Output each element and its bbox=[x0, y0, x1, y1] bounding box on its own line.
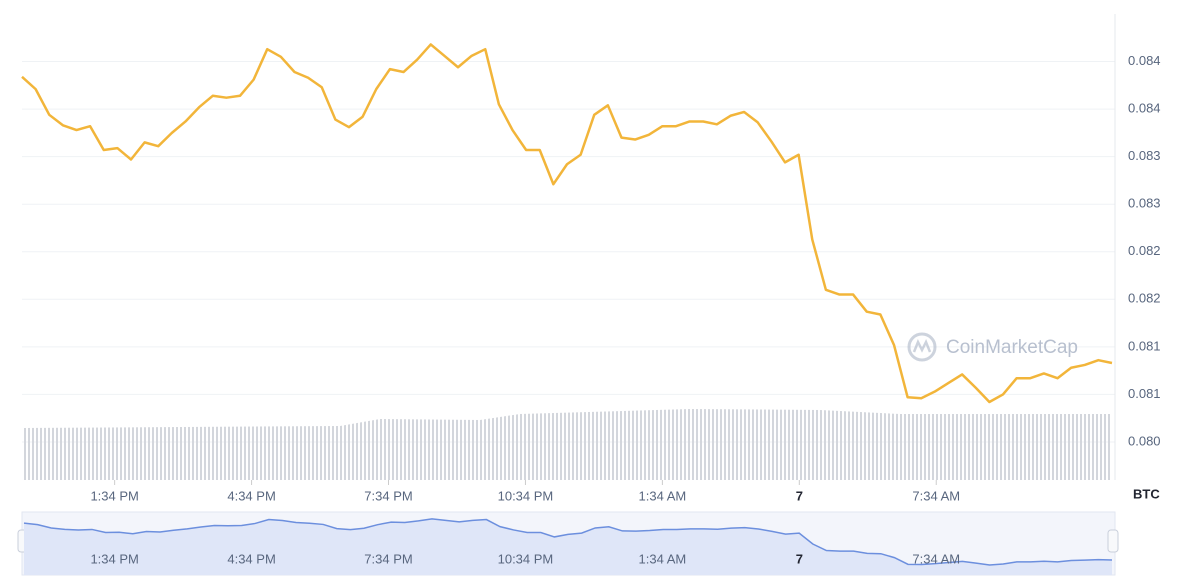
navigator-tick-label: 4:34 PM bbox=[227, 551, 275, 566]
y-tick-label: 0.083 bbox=[1128, 196, 1161, 211]
navigator-tick-label: 7:34 AM bbox=[912, 551, 960, 566]
y-tick-label: 0.084 bbox=[1128, 101, 1161, 116]
volume-bars bbox=[22, 409, 1112, 480]
x-tick-label: 7:34 AM bbox=[912, 488, 960, 503]
navigator-area bbox=[24, 518, 1112, 575]
y-tick-label: 0.082 bbox=[1128, 243, 1161, 258]
y-tick-label: 0.083 bbox=[1128, 148, 1161, 163]
watermark bbox=[907, 332, 937, 362]
y-tick-label: 0.084 bbox=[1128, 53, 1161, 68]
price-line bbox=[21, 43, 1113, 404]
y-tick-label: 0.081 bbox=[1128, 338, 1161, 353]
navigator-tick-label: 1:34 AM bbox=[639, 551, 687, 566]
navigator-handle[interactable] bbox=[1107, 529, 1119, 553]
watermark-text: CoinMarketCap bbox=[946, 337, 1078, 358]
y-tick-label: 0.080 bbox=[1128, 433, 1161, 448]
y-tick-label: 0.082 bbox=[1128, 291, 1161, 306]
x-tick-label: 1:34 AM bbox=[639, 488, 687, 503]
navigator-line bbox=[23, 518, 1113, 566]
x-tick-label: 4:34 PM bbox=[227, 488, 275, 503]
x-tick-label: 7 bbox=[796, 488, 803, 503]
x-tick-label: 10:34 PM bbox=[498, 488, 554, 503]
navigator-tick-label: 7:34 PM bbox=[364, 551, 412, 566]
x-tick-label: 7:34 PM bbox=[364, 488, 412, 503]
x-tick-label: 1:34 PM bbox=[90, 488, 138, 503]
navigator-tick-label: 10:34 PM bbox=[498, 551, 554, 566]
navigator-tick-label: 7 bbox=[796, 551, 803, 566]
y-unit: BTC bbox=[1133, 486, 1160, 501]
y-tick-label: 0.081 bbox=[1128, 386, 1161, 401]
navigator-tick-label: 1:34 PM bbox=[90, 551, 138, 566]
